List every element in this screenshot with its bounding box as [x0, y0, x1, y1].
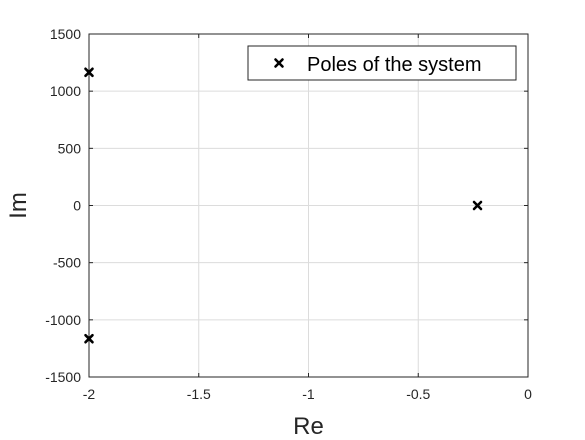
- data-points: [84, 67, 483, 344]
- legend: Poles of the system: [247, 45, 517, 81]
- marker-stroke: [274, 58, 284, 68]
- legend-label: Poles of the system: [307, 54, 482, 76]
- x-axis-label: Re: [293, 413, 324, 440]
- x-tick-label: -0.5: [406, 386, 430, 402]
- legend-box: [247, 45, 517, 81]
- pole-marker: [84, 67, 94, 78]
- y-axis-label: Im: [5, 192, 32, 219]
- y-tick-label: 500: [58, 140, 82, 156]
- y-tick-label: -1000: [45, 312, 81, 328]
- y-tick-label: -1500: [45, 369, 81, 385]
- y-axis: -1500 -1000 -500 0 500 1000 1500: [45, 26, 528, 385]
- x-tick-label: -2: [83, 386, 96, 402]
- y-tick-label: -500: [53, 255, 81, 271]
- y-tick-label: 0: [73, 198, 81, 214]
- legend-x-marker: [274, 58, 284, 68]
- marker-stroke: [84, 333, 94, 344]
- legend-marker-x: [274, 58, 284, 68]
- y-tick-label: 1500: [50, 26, 81, 42]
- y-tick-label: 1000: [50, 83, 81, 99]
- x-tick-label: 0: [524, 386, 532, 402]
- marker-stroke: [472, 200, 483, 211]
- x-tick-label: -1.5: [187, 386, 211, 402]
- marker-stroke: [84, 67, 94, 78]
- pole-marker: [472, 200, 483, 211]
- x-axis: -2 -1.5 -1 -0.5 0: [83, 34, 532, 402]
- pole-marker: [84, 333, 94, 344]
- x-tick-label: -1: [302, 386, 315, 402]
